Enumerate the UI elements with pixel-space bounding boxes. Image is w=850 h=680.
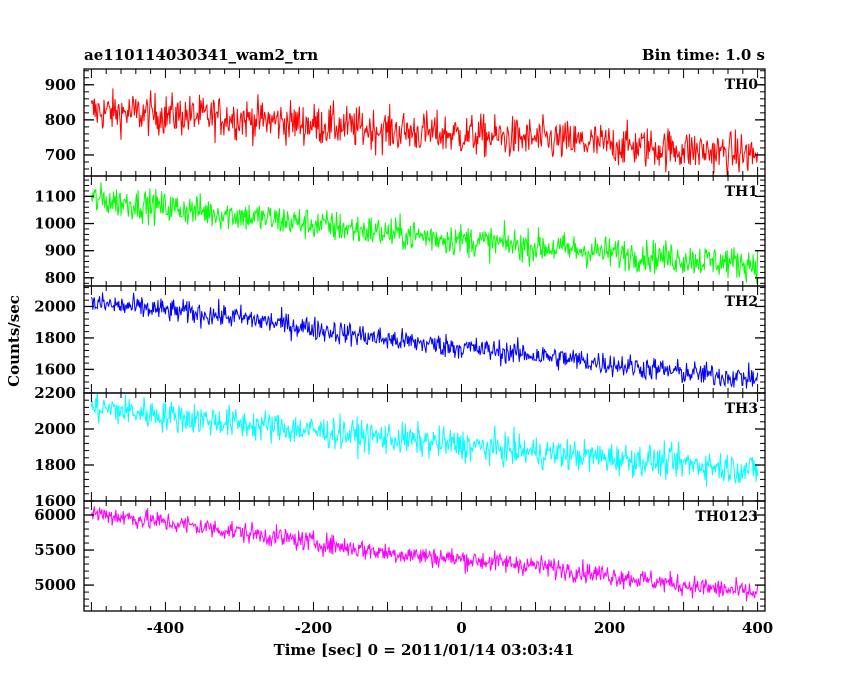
y-tick-label: 1800 <box>34 456 76 474</box>
y-tick-label: 1000 <box>34 215 76 233</box>
panel-th2: 1600 1800 2000 TH2 <box>34 285 766 394</box>
series-line-th1 <box>90 182 759 285</box>
x-axis-label: Time [sec] 0 = 2011/01/14 03:03:41 <box>274 641 575 659</box>
panel-label: TH3 <box>725 401 758 417</box>
panel-frame <box>83 392 766 502</box>
panel-th3: 1600 1800 2000 2200 TH3 <box>34 384 766 510</box>
panel-frame <box>83 285 766 394</box>
y-tick-label: 5500 <box>34 541 76 559</box>
series-line-th0 <box>90 88 759 176</box>
panel-th1: 800 900 1000 1100 TH1 <box>34 175 766 287</box>
y-tick-label: 900 <box>45 242 76 260</box>
x-tick-label: -400 <box>147 619 185 637</box>
x-tick-label: 200 <box>594 619 625 637</box>
panel-th0: 700 800 900 TH0 <box>45 68 766 177</box>
panel-label: TH0 <box>725 77 759 93</box>
panel-th0123: 5000 5500 6000 TH0123 <box>34 500 766 612</box>
series-line-th2 <box>90 292 759 389</box>
y-tick-label: 900 <box>45 76 76 94</box>
y-tick-label: 2200 <box>34 384 76 402</box>
y-tick-label: 1800 <box>34 329 76 347</box>
y-tick-label: 700 <box>45 146 76 164</box>
x-tick-label: 400 <box>742 619 773 637</box>
x-tick-label: 0 <box>456 619 466 637</box>
panel-frame <box>83 500 766 612</box>
x-tick-label: -200 <box>295 619 333 637</box>
series-line-th0123 <box>90 506 759 602</box>
y-tick-label: 2000 <box>34 297 76 315</box>
y-tick-label: 5000 <box>34 576 76 594</box>
y-tick-label: 800 <box>45 111 76 129</box>
y-axis-label: Counts/sec <box>5 295 23 387</box>
y-tick-label: 800 <box>45 269 76 287</box>
y-tick-label: 1100 <box>34 187 76 205</box>
y-tick-label: 1600 <box>34 360 76 378</box>
chart-title-left: ae110114030341_wam2_trn <box>84 46 318 64</box>
series-line-th3 <box>90 393 759 487</box>
panel-label: TH1 <box>725 184 758 200</box>
panel-label: TH0123 <box>695 509 758 525</box>
chart-title-right: Bin time: 1.0 s <box>642 46 765 64</box>
panels-layer: 700 800 900 TH0 800 900 1000 1100 TH1 1600 1800 200… <box>34 68 773 637</box>
panel-label: TH2 <box>725 294 758 310</box>
y-tick-label: 1600 <box>34 492 76 510</box>
y-tick-label: 2000 <box>34 420 76 438</box>
y-tick-label: 6000 <box>34 506 76 524</box>
